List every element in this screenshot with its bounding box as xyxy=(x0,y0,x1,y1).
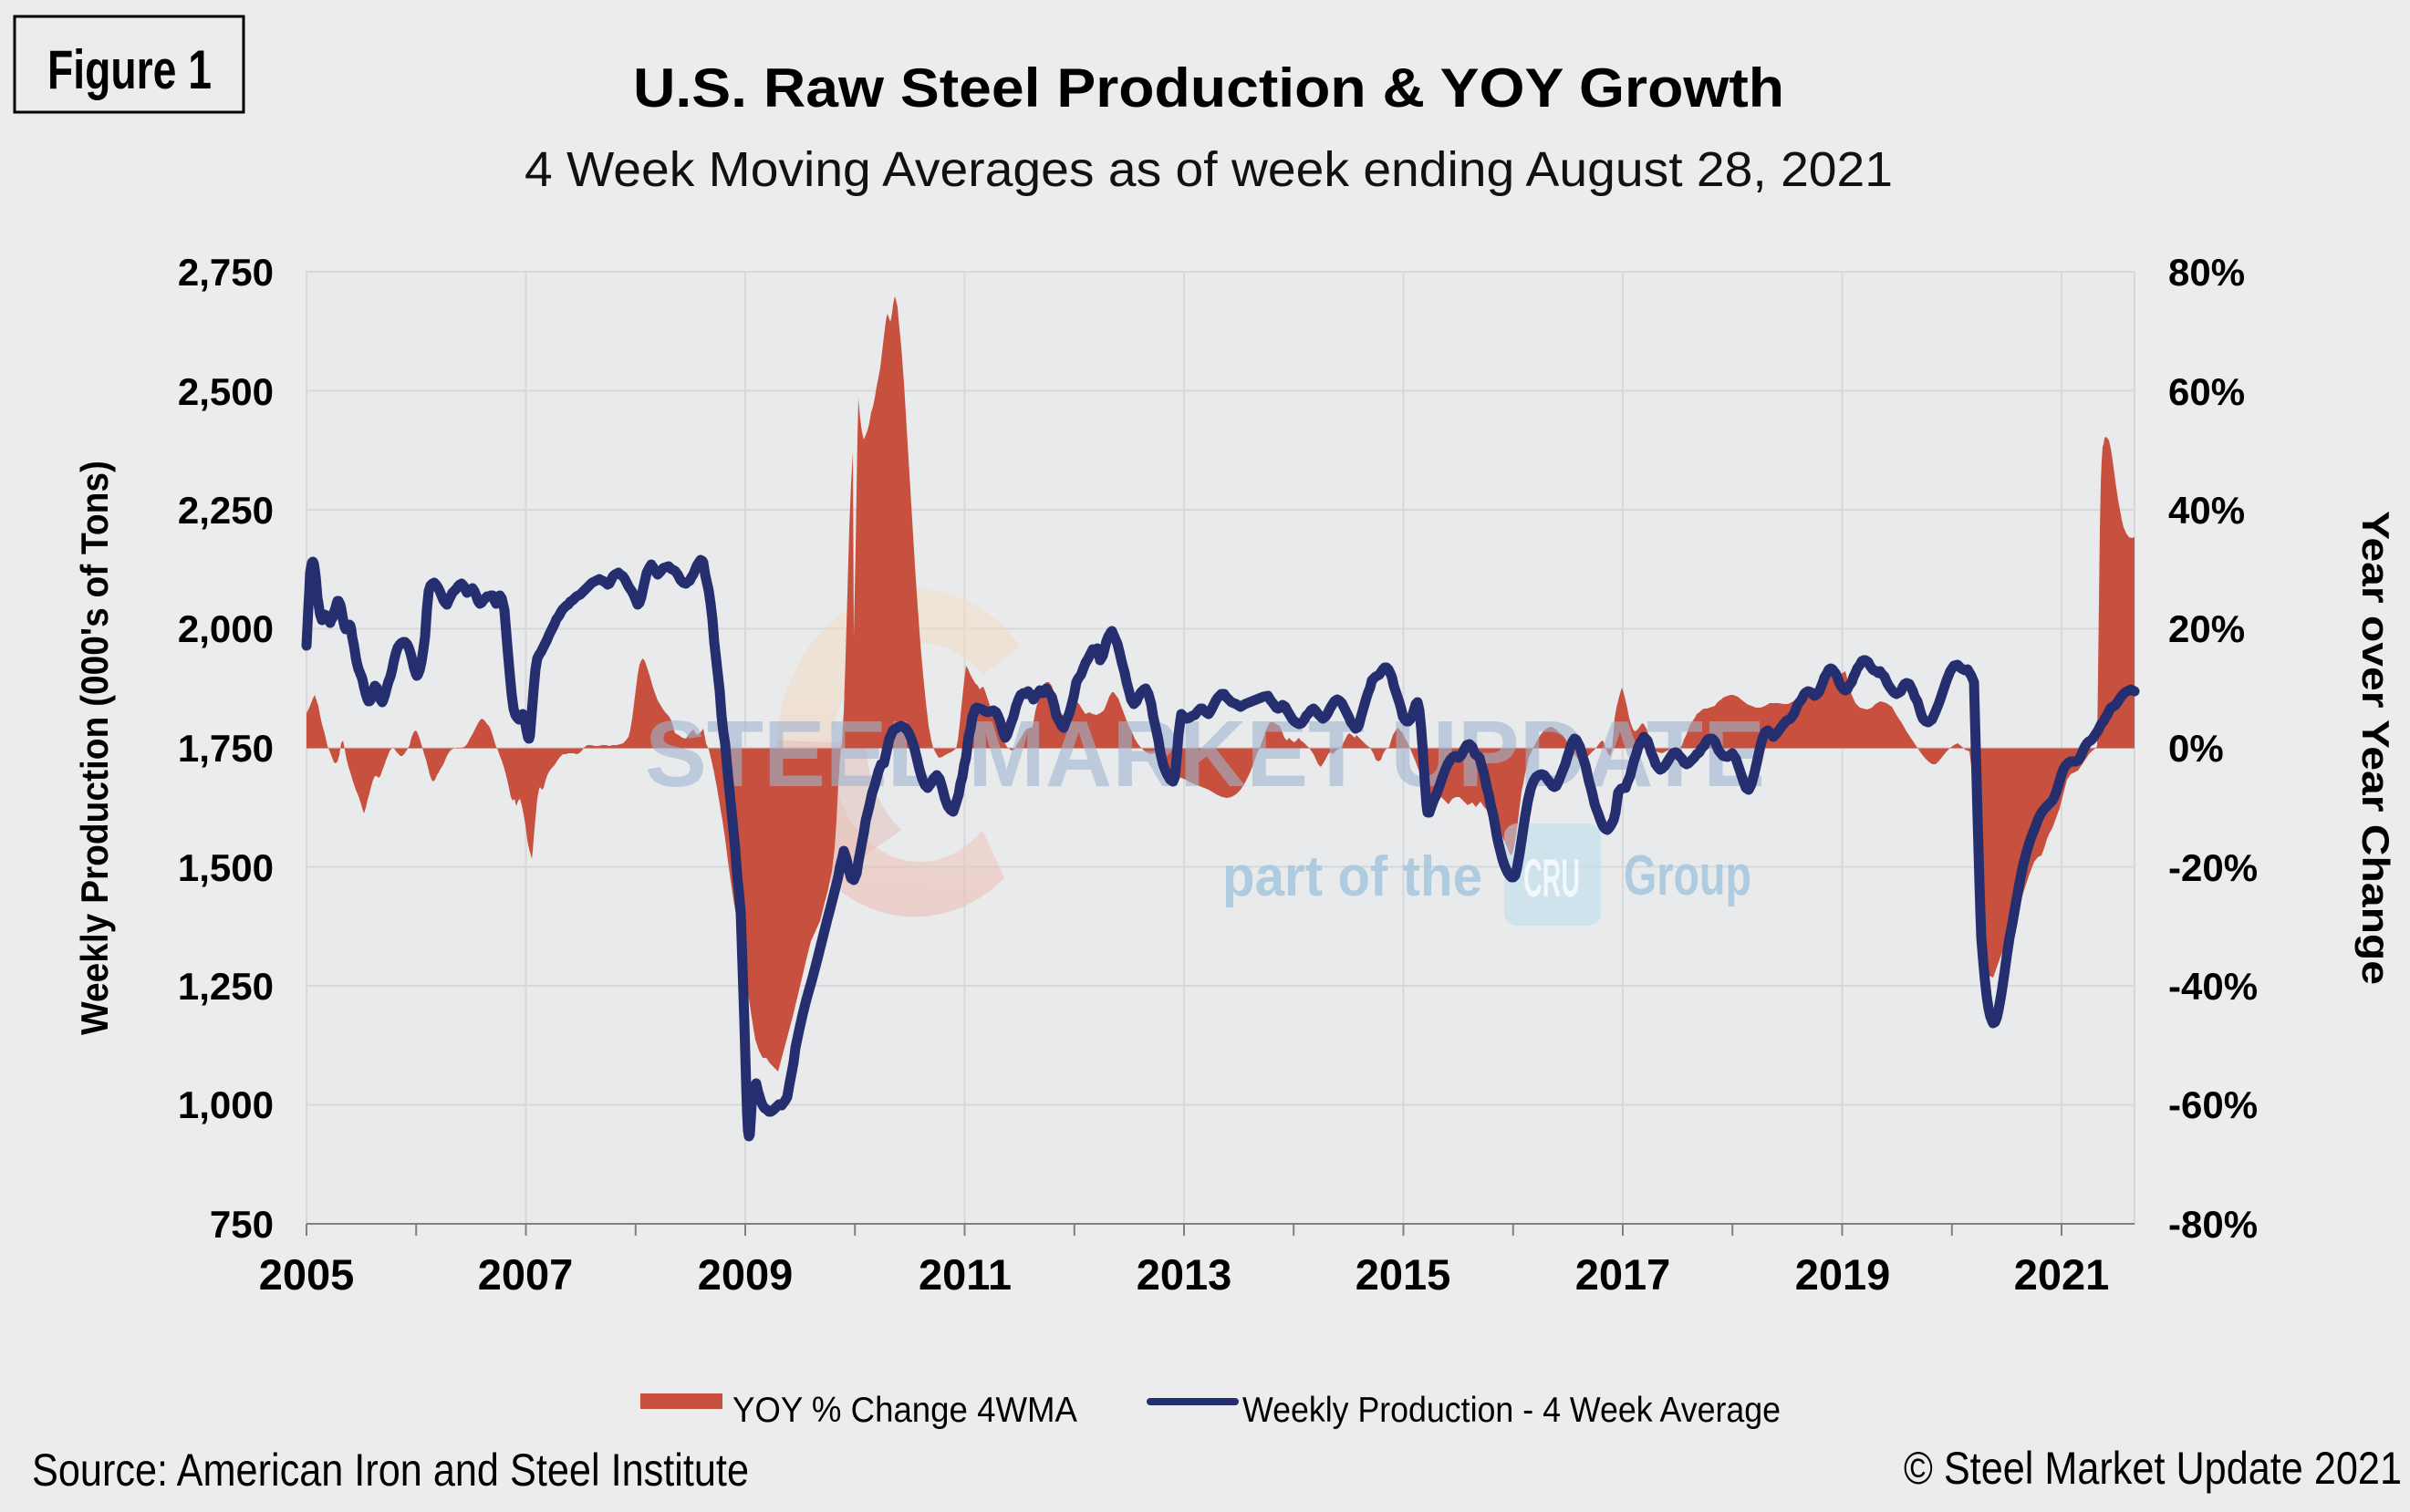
svg-text:750: 750 xyxy=(210,1203,274,1246)
svg-text:2015: 2015 xyxy=(1356,1250,1451,1299)
svg-text:U.S. Raw Steel Production & YO: U.S. Raw Steel Production & YOY Growth xyxy=(633,57,1784,119)
svg-text:2,750: 2,750 xyxy=(178,251,274,294)
svg-text:2,500: 2,500 xyxy=(178,370,274,413)
svg-text:Weekly Production (000's of To: Weekly Production (000's of Tons) xyxy=(73,461,116,1035)
svg-text:1,500: 1,500 xyxy=(178,846,274,889)
svg-text:0%: 0% xyxy=(2168,727,2224,770)
svg-text:2017: 2017 xyxy=(1575,1250,1671,1299)
svg-text:80%: 80% xyxy=(2168,251,2245,294)
svg-text:Source: American Iron and Stee: Source: American Iron and Steel Institut… xyxy=(32,1445,749,1496)
svg-text:part of the: part of the xyxy=(1222,845,1482,908)
svg-text:CRU: CRU xyxy=(1523,849,1580,908)
svg-text:Figure 1: Figure 1 xyxy=(47,39,212,100)
svg-text:© Steel Market Update 2021: © Steel Market Update 2021 xyxy=(1904,1443,2402,1494)
svg-text:Weekly Production - 4 Week Ave: Weekly Production - 4 Week Average xyxy=(1242,1391,1781,1430)
svg-text:2005: 2005 xyxy=(259,1250,355,1299)
svg-text:1,000: 1,000 xyxy=(178,1083,274,1126)
svg-text:2007: 2007 xyxy=(478,1250,574,1299)
svg-text:Group: Group xyxy=(1624,844,1751,907)
svg-text:-40%: -40% xyxy=(2168,965,2258,1008)
svg-text:2021: 2021 xyxy=(2014,1250,2110,1299)
svg-text:2,000: 2,000 xyxy=(178,607,274,650)
svg-text:2011: 2011 xyxy=(919,1250,1012,1299)
svg-text:40%: 40% xyxy=(2168,489,2245,532)
svg-text:-60%: -60% xyxy=(2168,1083,2258,1126)
svg-text:1,750: 1,750 xyxy=(178,727,274,770)
svg-text:2,250: 2,250 xyxy=(178,489,274,532)
svg-text:-20%: -20% xyxy=(2168,846,2258,889)
svg-text:60%: 60% xyxy=(2168,370,2245,413)
svg-text:20%: 20% xyxy=(2168,607,2245,650)
svg-text:2019: 2019 xyxy=(1795,1250,1891,1299)
svg-text:4 Week Moving Averages as of w: 4 Week Moving Averages as of week ending… xyxy=(525,142,1893,197)
svg-text:YOY % Change 4WMA: YOY % Change 4WMA xyxy=(732,1391,1077,1430)
svg-text:2009: 2009 xyxy=(698,1250,794,1299)
svg-text:2013: 2013 xyxy=(1137,1250,1232,1299)
svg-text:1,250: 1,250 xyxy=(178,965,274,1008)
svg-text:Year over Year Change: Year over Year Change xyxy=(2354,511,2397,985)
svg-text:-80%: -80% xyxy=(2168,1203,2258,1246)
